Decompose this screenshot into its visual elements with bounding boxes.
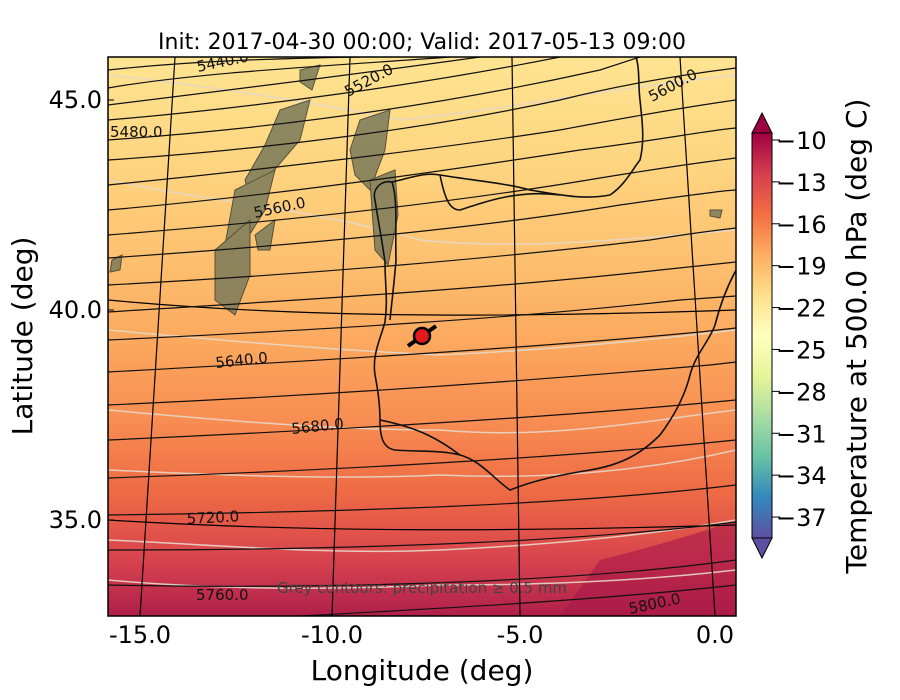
chart-title: Init: 2017-04-30 00:00; Valid: 2017-05-1…: [158, 30, 686, 55]
y-tick-label: 40.0: [49, 296, 102, 324]
colorbar-scale: [751, 132, 773, 539]
colorbar-tick-label: −37: [776, 504, 827, 532]
y-tick-label: 35.0: [49, 506, 102, 534]
colorbar-tick-label: −22: [776, 295, 827, 323]
precipitation-areas: [109, 64, 723, 316]
temperature-field-warm-patch: [560, 520, 736, 616]
coastline: [373, 57, 736, 491]
y-axis: 35.0 40.0 45.0 Latitude (deg): [6, 86, 114, 534]
plot-frame: [107, 56, 737, 617]
x-tick-label: -15.0: [109, 621, 171, 649]
colorbar-tick-label: −19: [776, 253, 827, 281]
colorbar-tick-label: −16: [776, 211, 827, 239]
x-tick-label: -5.0: [497, 621, 544, 649]
colorbar-tick-label: −34: [776, 462, 827, 490]
y-axis-label: Latitude (deg): [6, 237, 39, 436]
contour-label-5480: 5480.0: [110, 123, 163, 141]
colorbar-min-extend: [751, 537, 773, 560]
colorbar-tick-label: −31: [776, 420, 827, 448]
y-tick-label: 45.0: [49, 86, 102, 114]
contour-label-5760: 5760.0: [196, 586, 249, 604]
colorbar-tick-label: −25: [776, 336, 827, 364]
x-tick-label: 0.0: [696, 621, 734, 649]
contour-label-5640: 5640.0: [215, 349, 269, 372]
precipitation-note: Grey contours: precipitation ≥ 0.5 mm: [277, 579, 567, 597]
contour-label-5680: 5680.0: [291, 415, 345, 438]
plot-area: 5440.0 5480.0 5520.0 5560.0 5600.0 5640.…: [108, 57, 736, 616]
colorbar-tick-label: −13: [776, 169, 827, 197]
colorbar-max-extend: [751, 111, 773, 134]
x-tick-label: -10.0: [301, 621, 363, 649]
colorbar-tick-label: −28: [776, 378, 827, 406]
contour-label-5720: 5720.0: [186, 507, 239, 528]
location-marker: [406, 324, 438, 348]
colorbar-tick-label: −10: [776, 127, 827, 155]
colorbar-label: Temperature at 500.0 hPa (deg C): [840, 99, 873, 575]
x-axis-label: Longitude (deg): [311, 654, 534, 687]
x-axis: -15.0 -10.0 -5.0 0.0 Longitude (deg): [109, 610, 734, 687]
colorbar: −10 −13 −16 −19 −22 −25 −28 −31 −34 −37 Temperatu…: [751, 99, 873, 575]
